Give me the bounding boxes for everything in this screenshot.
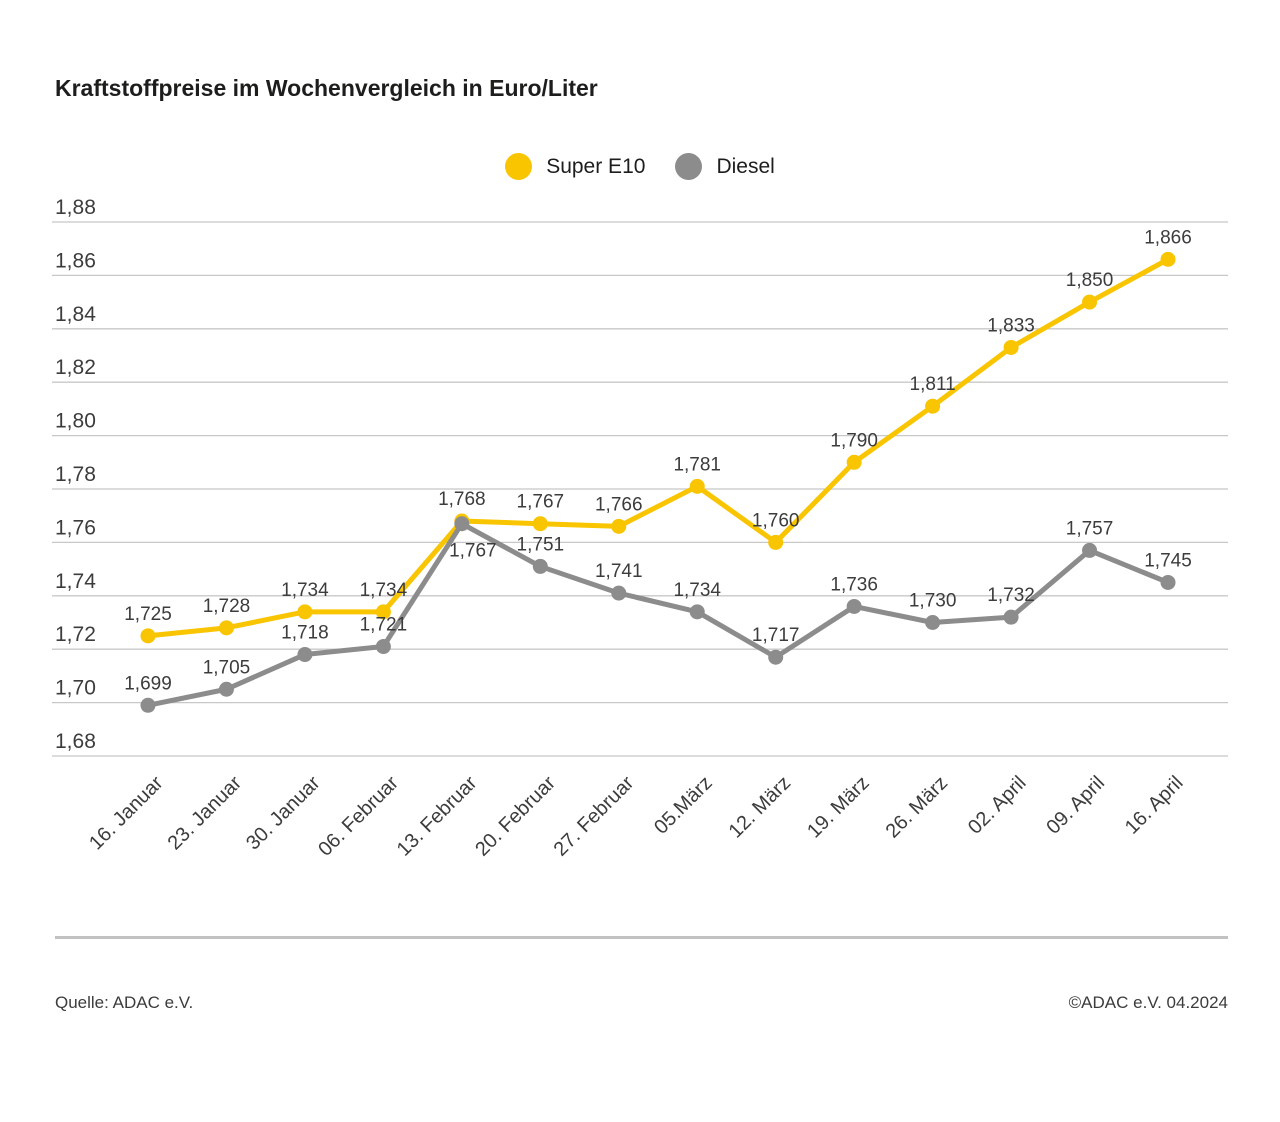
y-tick-label: 1,88 bbox=[55, 196, 96, 219]
value-label: 1,734 bbox=[281, 580, 329, 601]
value-label: 1,833 bbox=[987, 315, 1035, 336]
value-label: 1,757 bbox=[1066, 518, 1114, 539]
value-label: 1,705 bbox=[203, 657, 251, 678]
y-tick-label: 1,86 bbox=[55, 249, 96, 272]
value-label: 1,850 bbox=[1066, 270, 1114, 291]
y-tick-label: 1,80 bbox=[55, 410, 96, 433]
source-text: Quelle: ADAC e.V. bbox=[55, 993, 194, 1012]
series-line-diesel bbox=[147, 521, 1169, 708]
value-label: 1,736 bbox=[830, 574, 878, 595]
legend: Super E10 Diesel bbox=[0, 153, 1280, 180]
y-tick-label: 1,82 bbox=[55, 356, 96, 379]
x-tick-label: 16. April bbox=[1121, 772, 1188, 839]
x-tick-label: 12. März bbox=[725, 772, 796, 843]
data-point-diesel bbox=[925, 615, 941, 630]
data-point-super-e10 bbox=[140, 628, 156, 644]
value-label: 1,766 bbox=[595, 494, 643, 515]
x-tick-label: 09. April bbox=[1042, 772, 1109, 839]
x-tick-label: 27. Februar bbox=[550, 772, 639, 861]
value-label: 1,732 bbox=[987, 585, 1035, 606]
y-tick-label: 1,84 bbox=[55, 303, 96, 326]
value-label: 1,718 bbox=[281, 623, 329, 644]
y-tick-label: 1,70 bbox=[55, 677, 96, 700]
data-point-super-e10 bbox=[846, 454, 862, 470]
value-label: 1,725 bbox=[124, 604, 172, 625]
x-tick-label: 13. Februar bbox=[393, 772, 482, 861]
x-tick-label: 30. Januar bbox=[242, 772, 325, 855]
value-label: 1,790 bbox=[830, 430, 878, 451]
value-label: 1,734 bbox=[360, 580, 408, 601]
legend-item-diesel: Diesel bbox=[675, 153, 775, 180]
data-point-super-e10 bbox=[925, 398, 941, 414]
data-point-super-e10 bbox=[1082, 294, 1098, 310]
data-point-diesel bbox=[611, 585, 627, 601]
data-point-diesel bbox=[846, 598, 862, 614]
value-label: 1,866 bbox=[1144, 227, 1192, 248]
footer-divider bbox=[55, 936, 1228, 939]
y-tick-label: 1,78 bbox=[55, 463, 96, 486]
data-point-diesel bbox=[218, 681, 234, 697]
data-point-diesel bbox=[768, 649, 784, 665]
data-point-super-e10 bbox=[1003, 339, 1019, 355]
legend-dot-diesel-icon bbox=[675, 153, 703, 180]
value-label: 1,721 bbox=[360, 615, 408, 636]
data-point-diesel bbox=[375, 639, 391, 655]
x-tick-label: 23. Januar bbox=[164, 772, 247, 855]
y-tick-label: 1,68 bbox=[55, 730, 96, 753]
x-tick-label: 05.März bbox=[650, 772, 717, 839]
value-label: 1,741 bbox=[595, 561, 643, 582]
value-label: 1,730 bbox=[909, 591, 957, 612]
data-point-super-e10 bbox=[1160, 251, 1176, 267]
data-point-super-e10 bbox=[611, 518, 627, 534]
data-point-diesel bbox=[1160, 574, 1176, 590]
x-tick-label: 26. März bbox=[882, 772, 953, 843]
data-point-super-e10 bbox=[218, 620, 234, 636]
value-label: 1,781 bbox=[673, 454, 721, 475]
legend-label-diesel: Diesel bbox=[716, 154, 775, 178]
chart-title: Kraftstoffpreise im Wochenvergleich in E… bbox=[55, 75, 598, 102]
value-label: 1,751 bbox=[517, 534, 565, 555]
value-label: 1,717 bbox=[752, 625, 800, 646]
x-tick-label: 16. Januar bbox=[85, 772, 168, 855]
value-label: 1,760 bbox=[752, 510, 800, 531]
data-point-super-e10 bbox=[297, 604, 313, 620]
series-line-super-e10 bbox=[147, 257, 1170, 639]
data-point-diesel bbox=[532, 558, 548, 574]
value-label: 1,768 bbox=[438, 489, 486, 510]
y-tick-label: 1,74 bbox=[55, 570, 96, 593]
value-label: 1,734 bbox=[673, 580, 721, 601]
data-point-diesel bbox=[140, 697, 156, 713]
value-label: 1,811 bbox=[910, 374, 956, 395]
data-point-diesel bbox=[1003, 609, 1019, 625]
legend-label-super-e10: Super E10 bbox=[546, 154, 646, 178]
y-tick-label: 1,72 bbox=[55, 623, 96, 646]
data-point-diesel bbox=[297, 647, 313, 663]
legend-item-super-e10: Super E10 bbox=[505, 153, 645, 180]
x-tick-label: 02. April bbox=[964, 772, 1031, 839]
legend-dot-super-e10-icon bbox=[505, 153, 533, 180]
value-label: 1,767 bbox=[517, 492, 565, 513]
data-point-super-e10 bbox=[768, 534, 784, 550]
y-tick-label: 1,76 bbox=[55, 516, 96, 539]
data-point-super-e10 bbox=[532, 516, 548, 532]
data-point-diesel bbox=[454, 516, 470, 532]
x-tick-label: 19. März bbox=[803, 772, 874, 843]
data-point-diesel bbox=[689, 604, 705, 620]
data-point-diesel bbox=[1082, 542, 1098, 558]
value-label: 1,728 bbox=[203, 596, 251, 617]
x-tick-label: 20. Februar bbox=[471, 772, 560, 861]
value-label: 1,767 bbox=[449, 541, 497, 562]
data-point-super-e10 bbox=[689, 478, 705, 494]
copyright-text: ©ADAC e.V. 04.2024 bbox=[1068, 993, 1228, 1012]
x-tick-label: 06. Februar bbox=[314, 772, 403, 861]
data-point-super-e10 bbox=[375, 604, 391, 620]
value-label: 1,745 bbox=[1144, 550, 1192, 571]
value-label: 1,699 bbox=[124, 673, 172, 694]
